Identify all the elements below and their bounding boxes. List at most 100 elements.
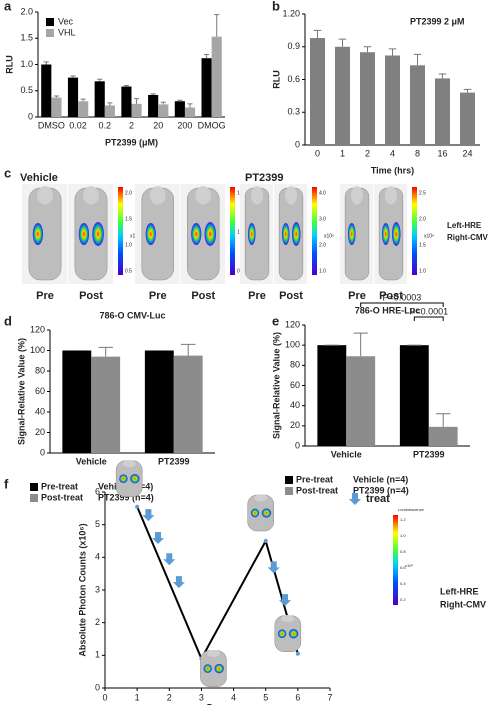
legend-label: Pre-treat — [41, 481, 78, 491]
x-tick-label: Vehicle — [76, 456, 107, 466]
y-tick-label: 60 — [290, 380, 300, 390]
bar — [399, 345, 429, 446]
image-caption: Post — [79, 290, 103, 302]
luminescence — [32, 222, 44, 246]
mouse-head — [285, 186, 297, 205]
x-tick-label: 0.02 — [69, 120, 87, 130]
note: Left-HRE — [447, 221, 482, 230]
image-caption: Pre — [36, 290, 54, 302]
y-axis-label: Signal-Relative Value (%) — [16, 338, 26, 445]
bar — [435, 78, 450, 145]
annotation: PT2399 2 μM — [410, 16, 465, 26]
x-axis-label: Time (hrs) — [371, 165, 414, 175]
colorbar — [230, 187, 235, 275]
error-bar — [313, 29, 322, 39]
mouse-head — [351, 186, 363, 205]
y-tick-label: 1.5 — [20, 33, 33, 43]
x-tick-label: DMSO — [38, 120, 65, 130]
error-bar — [438, 73, 447, 79]
y-tick-label: 0 — [40, 447, 45, 457]
note: Right-CMV — [447, 233, 489, 242]
x-tick-label: DMOG — [198, 120, 226, 130]
bar — [201, 58, 212, 117]
y-tick-label: 6 — [95, 486, 100, 496]
luminescence — [391, 222, 401, 246]
colorbar-tick: 1.2 — [400, 517, 406, 522]
y-tick-label: 0.5 — [20, 85, 33, 95]
x-tick-label: 4 — [390, 148, 395, 158]
luminescence — [291, 222, 301, 246]
significance-label: P<0.0001 — [409, 306, 448, 316]
bar — [317, 345, 347, 446]
colorbar-tick: 1.5 — [125, 216, 132, 222]
y-axis-label: Signal-Relative Value (%) — [271, 332, 281, 439]
image-caption: Pre — [149, 290, 167, 302]
legend-swatch — [285, 476, 293, 484]
colorbar-tick: 0.2 — [400, 597, 406, 602]
chart-title: 786-O HRE-Luc — [355, 305, 421, 315]
y-tick-label: 20 — [35, 427, 45, 437]
legend-label: treat — [366, 493, 390, 505]
bar — [346, 356, 376, 446]
mouse-head — [195, 186, 212, 205]
image-caption: Post — [379, 290, 403, 302]
bar — [91, 356, 121, 453]
legend-label: Pre-treat — [296, 474, 333, 484]
y-tick-label: 2 — [95, 617, 100, 627]
y-tick-label: 80 — [290, 360, 300, 370]
x-tick-label: 4 — [231, 692, 236, 702]
bar — [51, 97, 62, 117]
bar — [211, 36, 222, 117]
mouse-head — [36, 186, 54, 205]
colorbar-tick: 2.0 — [319, 242, 326, 248]
luminescence — [347, 222, 356, 246]
colorbar-title: Luminescence — [398, 507, 425, 512]
bar — [104, 105, 115, 117]
y-tick-label: 100 — [285, 340, 300, 350]
bar — [94, 81, 105, 117]
error-bar — [435, 413, 451, 427]
note: Right-CMV — [440, 599, 486, 609]
bar — [310, 38, 325, 146]
significance-label: P=0.0003 — [383, 292, 422, 302]
colorbar-unit: x10⁶ — [324, 233, 334, 239]
bar — [148, 94, 159, 117]
point — [135, 504, 140, 509]
y-tick-label: 4 — [95, 552, 100, 562]
luminescence — [214, 663, 224, 674]
error-bar — [388, 48, 397, 56]
luminescence — [78, 222, 90, 246]
colorbar-tick: 0.6 — [400, 565, 406, 570]
y-tick-label: 100 — [30, 345, 45, 355]
colorbar-tick: 2.0 — [419, 216, 426, 222]
treat-arrow — [172, 576, 185, 589]
panel-label: c — [4, 165, 11, 180]
colorbar — [118, 187, 123, 275]
legend-swatch — [46, 29, 54, 37]
colorbar-tick: 1.0 — [400, 533, 406, 538]
y-tick-label: 40 — [35, 406, 45, 416]
y-tick-label: 0 — [295, 139, 300, 149]
mouse-head — [149, 186, 166, 205]
y-tick-label: 120 — [285, 319, 300, 329]
error-bar — [70, 75, 76, 78]
y-axis-label: RLU — [4, 55, 14, 74]
line — [136, 506, 299, 661]
group-title: Vehicle — [20, 172, 58, 184]
group-title: PT2399 — [245, 172, 284, 184]
error-bar — [187, 103, 193, 108]
luminescence — [204, 222, 216, 246]
x-tick-label: PT2399 — [158, 456, 190, 466]
x-tick-label: 200 — [177, 120, 192, 130]
significance-bracket — [360, 302, 444, 307]
colorbar — [312, 187, 317, 275]
image-caption: Pre — [248, 290, 266, 302]
mouse-head — [251, 186, 263, 205]
x-tick-label: 24 — [462, 148, 472, 158]
y-tick-label: 20 — [290, 420, 300, 430]
x-tick-label: 5 — [263, 692, 268, 702]
x-tick-label: 8 — [415, 148, 420, 158]
colorbar — [393, 515, 398, 605]
x-tick-label: 7 — [327, 692, 332, 702]
x-axis-label: PT2399 (μM) — [105, 137, 158, 147]
